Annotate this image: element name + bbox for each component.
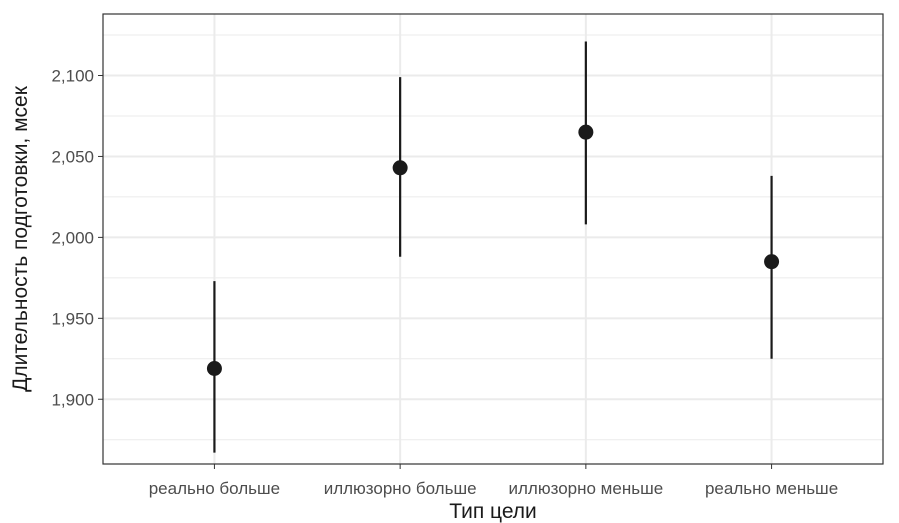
point-ranges: [206, 41, 780, 453]
grid-major: [103, 14, 883, 464]
y-tick-label: 2,000: [51, 228, 94, 247]
y-tick-label: 1,900: [51, 390, 94, 409]
y-tick-label: 2,100: [51, 67, 94, 86]
y-tick-label: 2,050: [51, 147, 94, 166]
grid-minor: [103, 34, 883, 441]
x-tick-label: иллюзорно больше: [324, 479, 477, 498]
panel-border: [102, 13, 884, 465]
x-tick-label: иллюзорно меньше: [509, 479, 664, 498]
x-axis: реально больше иллюзорно больше иллюзорно …: [149, 464, 838, 498]
x-axis-title: Тип цели: [449, 500, 537, 523]
x-tick-label: реально больше: [149, 479, 280, 498]
y-axis-title: Длительность подготовки, мсек: [9, 85, 32, 392]
data-point: [206, 360, 222, 376]
y-axis: 1,900 1,950 2,000 2,050 2,100: [51, 67, 103, 409]
data-point: [578, 124, 594, 140]
data-point: [392, 160, 408, 176]
data-point: [764, 254, 780, 270]
x-tick-label: реально меньше: [705, 479, 838, 498]
y-tick-label: 1,950: [51, 309, 94, 328]
